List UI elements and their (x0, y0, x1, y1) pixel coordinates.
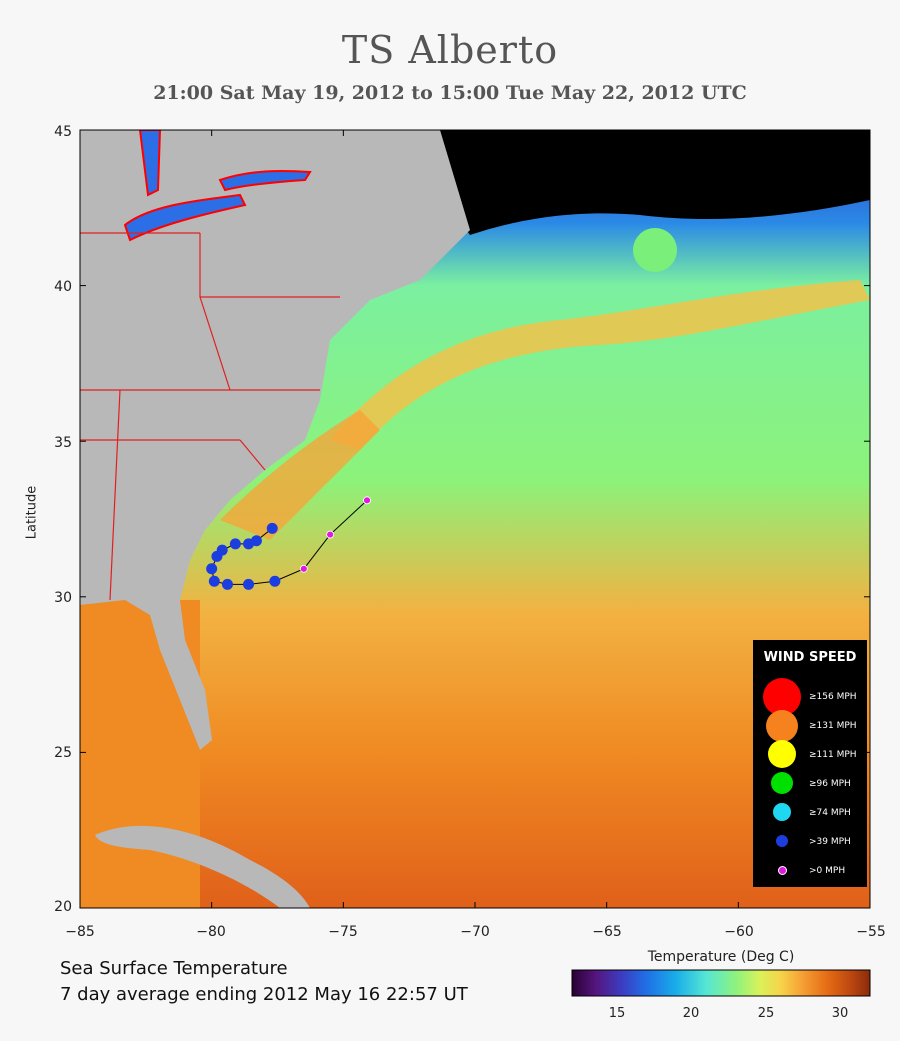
track-point (229, 538, 241, 550)
track-point (363, 496, 371, 505)
legend-dot-156 (763, 678, 801, 716)
map-subtitle: 21:00 Sat May 19, 2012 to 15:00 Tue May … (153, 82, 747, 104)
colorbar-tick-25: 25 (757, 1006, 775, 1021)
legend-dot-0 (778, 866, 787, 875)
legend-label-111: ≥111 MPH (809, 750, 857, 760)
legend-label-131: ≥131 MPH (809, 721, 857, 731)
x-tick-marks (79, 130, 871, 908)
gulf-stream-band (330, 280, 870, 450)
x-tick-75: −75 (328, 924, 358, 940)
y-tick-45: 45 (54, 124, 72, 140)
map-title: TS Alberto (341, 28, 559, 72)
legend-label-96: ≥96 MPH (809, 779, 851, 789)
legend-dot-96 (771, 772, 793, 794)
legend-label-39: >39 MPH (809, 837, 851, 847)
x-tick-80: −80 (196, 924, 226, 940)
wind-speed-legend: WIND SPEED ≥156 MPH ≥131 MPH ≥111 MPH ≥9… (753, 640, 867, 887)
legend-dot-74 (773, 803, 791, 821)
colorbar (571, 969, 871, 997)
cold-water-region (380, 130, 870, 235)
x-tick-85: −85 (65, 924, 95, 940)
colorbar-title: Temperature (Deg C) (647, 949, 795, 965)
y-tick-35: 35 (54, 435, 72, 451)
warm-eddy (633, 228, 677, 272)
colorbar-tick-15: 15 (608, 1006, 626, 1021)
storm-track-points (206, 496, 371, 590)
footer-line-1: Sea Surface Temperature (60, 958, 288, 979)
track-point (206, 563, 218, 575)
x-tick-65: −65 (592, 924, 622, 940)
y-tick-30: 30 (54, 590, 72, 606)
track-point (221, 578, 233, 590)
x-tick-60: −60 (724, 924, 754, 940)
track-point (243, 578, 255, 590)
great-lakes (123, 130, 312, 242)
track-point (250, 535, 262, 547)
track-point (216, 544, 228, 556)
track-point (326, 530, 335, 539)
land-mass (80, 130, 470, 750)
colorbar-tick-20: 20 (682, 1006, 700, 1021)
legend-label-156: ≥156 MPH (809, 692, 857, 702)
shelf-warm-band (220, 410, 380, 540)
x-tick-70: −70 (460, 924, 490, 940)
legend-label-74: ≥74 MPH (809, 808, 851, 818)
y-tick-marks (80, 129, 870, 909)
cuba (95, 825, 310, 908)
footer-line-2: 7 day average ending 2012 May 16 22:57 U… (60, 984, 468, 1005)
legend-dot-39 (776, 835, 788, 847)
track-point (299, 564, 308, 573)
legend-label-0: >0 MPH (809, 866, 846, 876)
x-tick-55: −55 (856, 924, 886, 940)
legend-dot-131 (766, 710, 798, 742)
track-point (269, 575, 281, 587)
track-point (266, 522, 278, 534)
y-tick-25: 25 (54, 745, 72, 761)
y-tick-40: 40 (54, 279, 72, 295)
track-point (208, 575, 220, 587)
legend-title: WIND SPEED (763, 650, 857, 665)
colorbar-tick-30: 30 (831, 1006, 849, 1021)
state-borders (80, 232, 340, 601)
y-tick-20: 20 (54, 899, 72, 915)
legend-dot-111 (768, 740, 796, 768)
